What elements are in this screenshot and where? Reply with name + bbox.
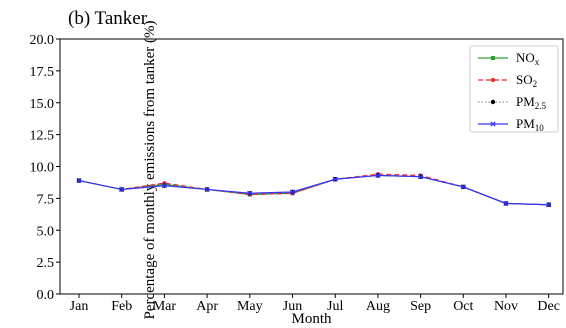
x-marker-stroke xyxy=(417,174,424,180)
data-point xyxy=(503,200,509,207)
x-tick-label: Apr xyxy=(196,299,218,314)
data-point xyxy=(546,202,552,208)
legend-item: NOx xyxy=(478,50,540,67)
x-marker-stroke xyxy=(332,176,338,182)
legend-marker xyxy=(490,121,496,127)
x-tick-label: Sep xyxy=(410,299,431,314)
x-axis-label: Month xyxy=(291,311,332,327)
y-tick-label: 0.0 xyxy=(37,288,55,303)
x-marker-stroke xyxy=(204,186,210,193)
x-tick-label: Jun xyxy=(283,299,302,314)
data-point xyxy=(332,176,338,182)
data-point xyxy=(460,184,466,190)
legend-label: PM10 xyxy=(516,116,544,133)
series-pm25 xyxy=(76,173,551,207)
y-tick-label: 12.5 xyxy=(30,129,55,144)
legend-marker xyxy=(491,56,495,60)
legend-label: NOx xyxy=(516,50,540,67)
y-tick-label: 15.0 xyxy=(30,97,55,112)
y-tick-label: 7.5 xyxy=(37,192,55,207)
x-marker-stroke xyxy=(375,172,381,179)
legend-item: PM2.5 xyxy=(478,94,547,111)
x-tick-label: Aug xyxy=(366,299,390,314)
legend-item: SO2 xyxy=(478,72,537,89)
series-nox xyxy=(77,173,551,207)
x-marker-stroke xyxy=(490,121,496,127)
x-tick-label: Jan xyxy=(70,299,89,314)
x-tick-label: Oct xyxy=(453,299,473,314)
x-marker-stroke xyxy=(247,190,253,196)
x-tick-label: Dec xyxy=(537,299,560,314)
data-point xyxy=(375,172,381,179)
data-point xyxy=(119,186,125,193)
x-marker-stroke xyxy=(546,202,552,208)
series-layer xyxy=(76,172,552,208)
series-so2 xyxy=(77,172,551,207)
x-tick-label: Nov xyxy=(494,299,518,314)
x-marker-stroke xyxy=(289,189,296,195)
legend-label: SO2 xyxy=(516,72,537,89)
x-marker-stroke xyxy=(76,177,82,184)
y-tick-label: 17.5 xyxy=(30,65,55,80)
chart-title: (b) Tanker xyxy=(68,8,148,29)
series-line xyxy=(78,174,549,206)
data-point xyxy=(161,183,168,189)
series-pm10 xyxy=(76,172,552,208)
legend-label: PM2.5 xyxy=(516,94,547,111)
x-tick-label: Jul xyxy=(327,299,343,314)
y-tick-label: 5.0 xyxy=(37,224,55,239)
y-tick-label: 10.0 xyxy=(30,161,55,176)
series-line xyxy=(78,174,549,206)
x-marker-stroke xyxy=(460,184,466,190)
axes: 0.0 2.5 5.0 7.5 10.0 12.5 15.0 17.5 20.0 Jan Feb Ma… xyxy=(30,33,564,327)
data-point xyxy=(247,190,253,196)
y-tick-label: 20.0 xyxy=(30,33,55,48)
x-marker-stroke xyxy=(503,200,509,207)
y-tick-label: 2.5 xyxy=(37,256,55,271)
data-point xyxy=(204,186,210,193)
x-marker-stroke xyxy=(119,186,125,193)
legend-item: PM10 xyxy=(478,116,544,133)
legend-marker xyxy=(491,78,495,82)
x-tick-label: Feb xyxy=(111,299,132,314)
data-point xyxy=(289,189,296,195)
x-marker-stroke xyxy=(161,183,168,189)
legend: NOx SO2 PM2.5 PM10 xyxy=(469,45,559,133)
series-line xyxy=(78,174,549,206)
legend-marker xyxy=(490,99,496,105)
series-line xyxy=(78,173,549,206)
data-point xyxy=(417,174,424,180)
data-point xyxy=(76,177,82,184)
x-tick-label: Mar xyxy=(153,299,177,314)
legend-box xyxy=(469,45,559,133)
x-tick-label: May xyxy=(237,299,263,314)
